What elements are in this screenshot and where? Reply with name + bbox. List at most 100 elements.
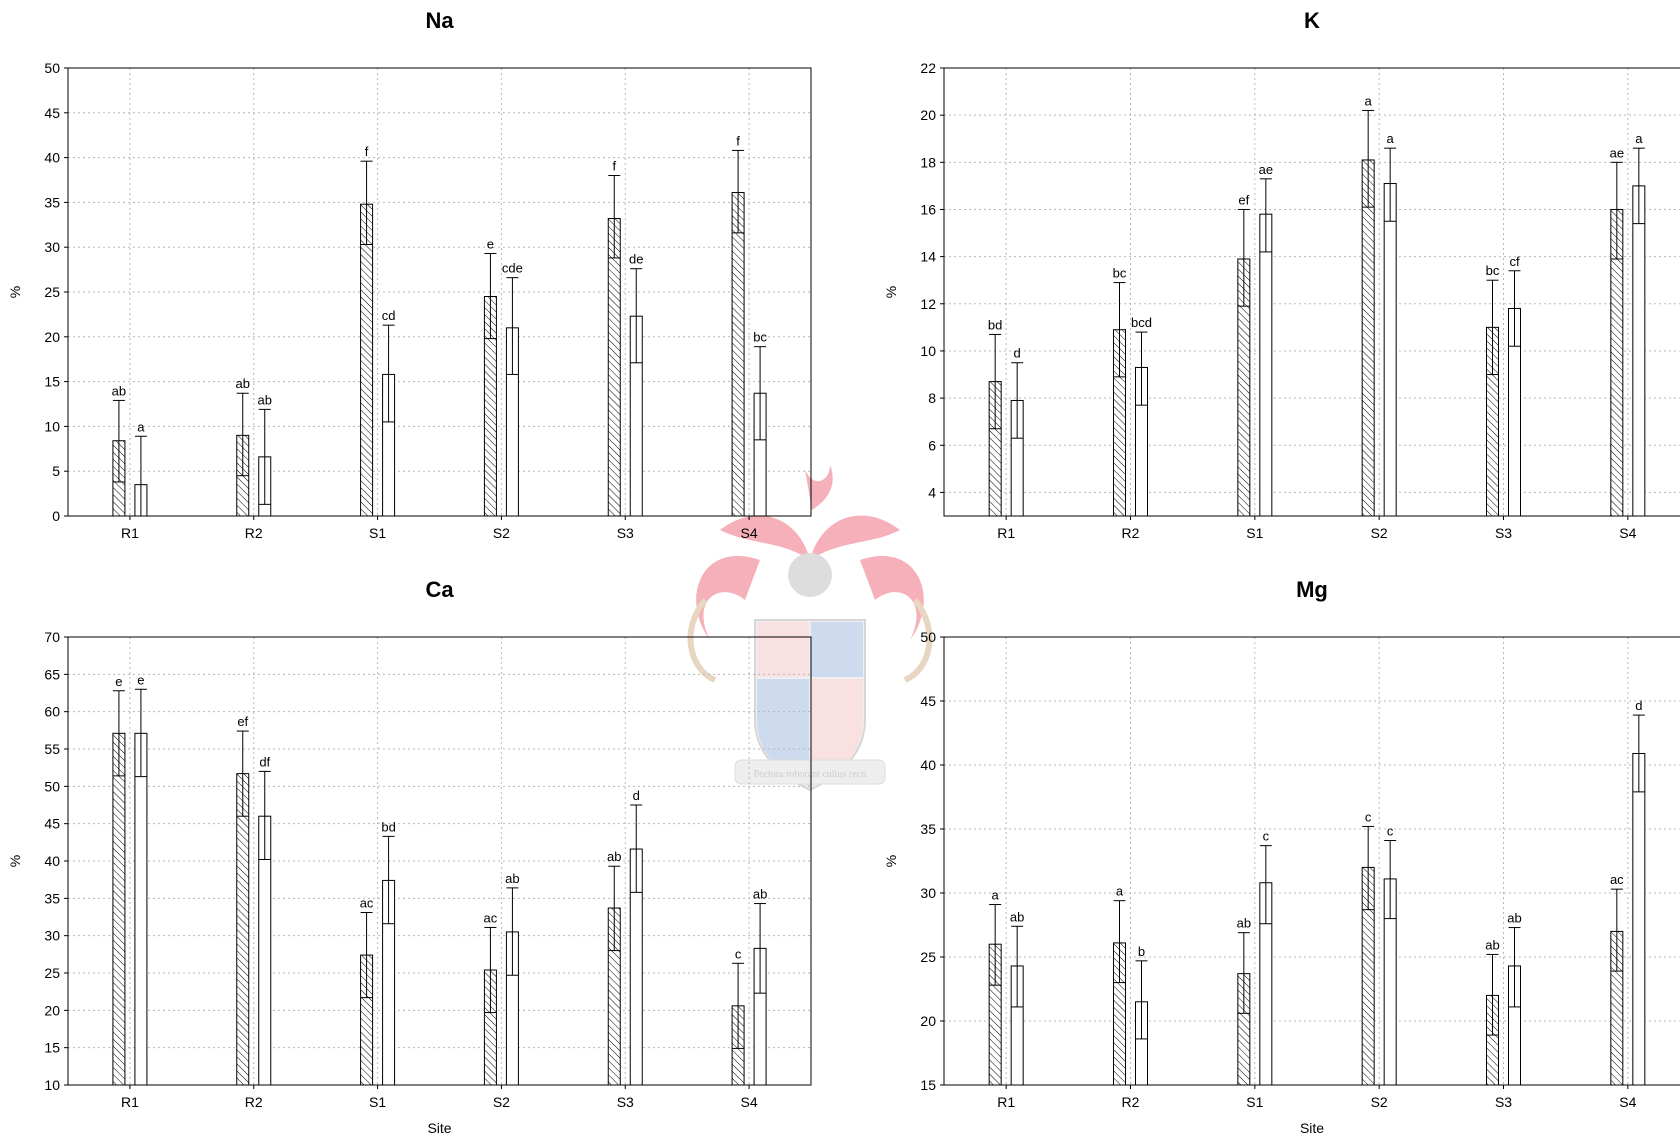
significance-label: ab: [1485, 937, 1499, 952]
significance-label: a: [992, 888, 1000, 903]
bar-hatched: [360, 203, 374, 517]
significance-label: a: [1635, 131, 1643, 146]
bar-hatched: [1361, 159, 1375, 517]
chart-k: K% 4 6 8 10 12 14 16 18 20 22 R1 R2 S1 S2 S3 S4 bd bc ef a bc…: [883, 8, 1680, 541]
significance-label: c: [1263, 829, 1270, 844]
x-tick-label: S3: [1495, 1094, 1512, 1110]
significance-label: bd: [988, 317, 1002, 332]
plot-frame: [67, 67, 812, 517]
x-tick-label: S3: [617, 525, 634, 541]
chart-title: Na: [425, 8, 454, 33]
significance-label: bcd: [1131, 315, 1152, 330]
bar-hatched: [607, 218, 621, 517]
bar-open: [1383, 183, 1397, 517]
significance-label: ab: [505, 871, 519, 886]
y-tick-label: 60: [44, 704, 60, 720]
chart-title: Ca: [425, 577, 454, 602]
significance-label: d: [1635, 698, 1642, 713]
y-tick-label: 65: [44, 666, 60, 682]
y-axis-label: %: [883, 286, 899, 298]
significance-label: bc: [753, 330, 767, 345]
significance-label: c: [1365, 809, 1372, 824]
significance-label: ac: [484, 910, 498, 925]
x-tick-label: R2: [245, 1094, 263, 1110]
significance-label: a: [137, 419, 145, 434]
y-axis-label: %: [7, 855, 23, 867]
x-tick-label: S2: [1371, 1094, 1388, 1110]
x-tick-label: S1: [1246, 1094, 1263, 1110]
y-tick-label: 35: [44, 890, 60, 906]
bar-hatched: [236, 773, 250, 1086]
y-tick-label: 15: [44, 1040, 60, 1056]
y-tick-label: 12: [920, 296, 936, 312]
significance-label: f: [736, 133, 740, 148]
x-tick-label: R1: [997, 525, 1015, 541]
university-crest-watermark: Pectora roborant cultus recti: [687, 465, 933, 792]
significance-label: ae: [1610, 145, 1624, 160]
bar-open: [134, 732, 148, 1086]
y-tick-label: 20: [920, 1013, 936, 1029]
x-axis-label: Site: [427, 1120, 451, 1136]
significance-label: b: [1138, 944, 1145, 959]
x-tick-label: S4: [741, 525, 758, 541]
y-tick-label: 15: [44, 374, 60, 390]
x-tick-label: R1: [121, 1094, 139, 1110]
significance-label: ab: [258, 392, 272, 407]
bar-hatched: [731, 192, 745, 517]
y-tick-label: 15: [920, 1077, 936, 1093]
y-tick-label: 35: [44, 194, 60, 210]
x-tick-label: R1: [121, 525, 139, 541]
significance-label: ac: [360, 896, 374, 911]
x-tick-label: S4: [1619, 1094, 1636, 1110]
significance-label: df: [259, 754, 270, 769]
x-tick-label: S2: [493, 525, 510, 541]
y-tick-label: 45: [920, 693, 936, 709]
significance-label: ab: [1010, 909, 1024, 924]
significance-label: e: [115, 674, 122, 689]
x-tick-label: S4: [1619, 525, 1636, 541]
plot-frame: [943, 636, 1680, 1086]
significance-label: ab: [112, 383, 126, 398]
y-tick-label: 50: [44, 60, 60, 76]
plot-frame: [943, 67, 1680, 517]
significance-label: bd: [381, 819, 395, 834]
significance-label: ab: [753, 887, 767, 902]
x-tick-label: S3: [617, 1094, 634, 1110]
significance-label: f: [612, 159, 616, 174]
significance-label: e: [137, 672, 144, 687]
significance-label: f: [365, 144, 369, 159]
significance-label: d: [1014, 346, 1021, 361]
x-tick-label: S1: [369, 525, 386, 541]
significance-label: a: [1116, 884, 1124, 899]
significance-label: ab: [607, 849, 621, 864]
y-tick-label: 55: [44, 741, 60, 757]
y-tick-label: 40: [44, 150, 60, 166]
y-tick-label: 20: [920, 107, 936, 123]
significance-label: a: [1387, 131, 1395, 146]
bar-open: [1632, 185, 1646, 517]
y-tick-label: 10: [44, 1077, 60, 1093]
x-tick-label: R1: [997, 1094, 1015, 1110]
y-tick-label: 30: [44, 928, 60, 944]
significance-label: ef: [237, 714, 248, 729]
significance-label: cd: [382, 308, 396, 323]
chart-title: Mg: [1296, 577, 1328, 602]
y-axis-label: %: [883, 855, 899, 867]
significance-label: ab: [1507, 911, 1521, 926]
significance-label: bc: [1113, 266, 1127, 281]
x-tick-label: S1: [1246, 525, 1263, 541]
y-tick-label: 14: [920, 249, 936, 265]
x-tick-label: S2: [493, 1094, 510, 1110]
plot-frame: [67, 636, 812, 1086]
significance-label: bc: [1486, 263, 1500, 278]
significance-label: ab: [1237, 916, 1251, 931]
y-tick-label: 10: [920, 343, 936, 359]
x-tick-label: R2: [245, 525, 263, 541]
y-tick-label: 6: [928, 437, 936, 453]
significance-label: c: [735, 946, 742, 961]
x-tick-label: R2: [1122, 525, 1140, 541]
y-tick-label: 45: [44, 105, 60, 121]
y-tick-label: 22: [920, 60, 936, 76]
